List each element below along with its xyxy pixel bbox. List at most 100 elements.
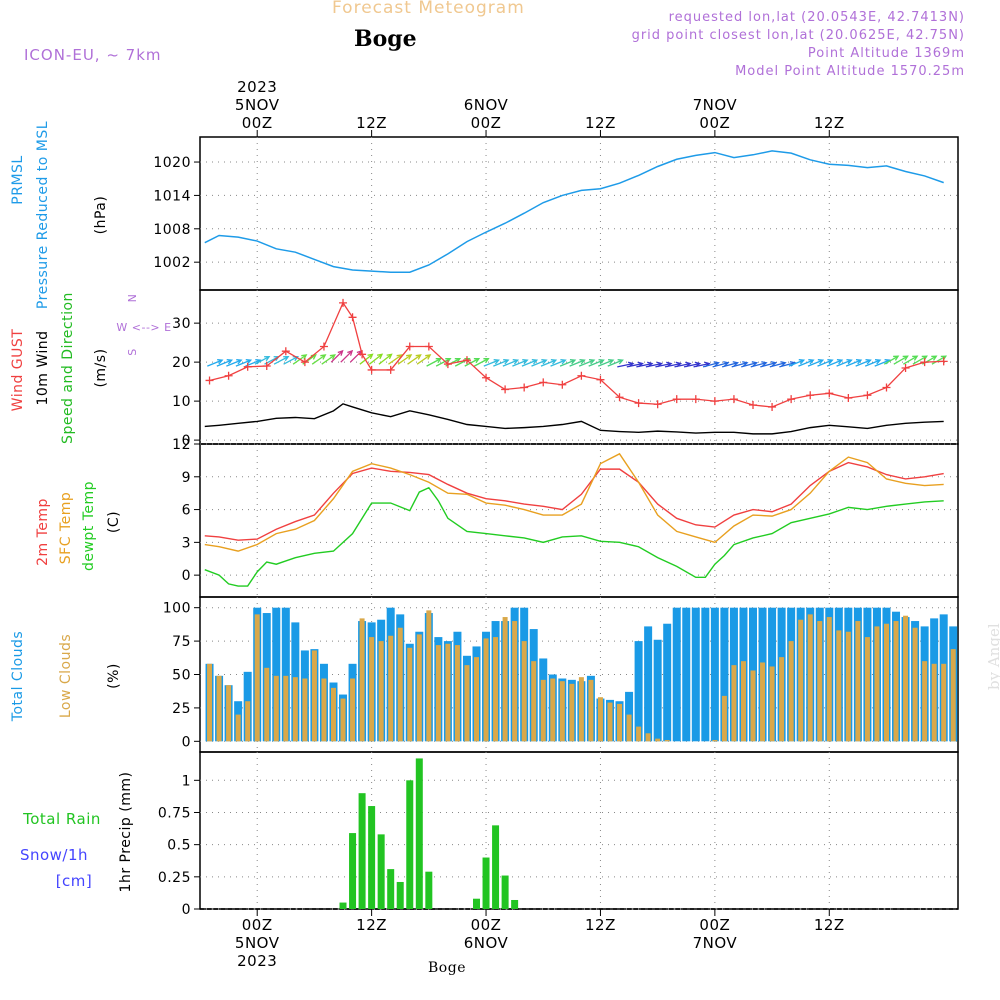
- low-cloud-bar: [941, 663, 947, 742]
- model-point-altitude: Model Point Altitude 1570.25m: [735, 64, 965, 79]
- low-cloud-bar: [903, 615, 909, 742]
- wind-direction-arrow: [683, 362, 700, 368]
- ytick-label-clouds: 50: [172, 668, 191, 684]
- wind-direction-arrow: [864, 359, 881, 367]
- low-cloud-bar: [226, 685, 232, 742]
- wind-direction-arrow: [531, 359, 547, 367]
- low-cloud-bar: [416, 634, 422, 742]
- gust-marker: [729, 395, 738, 404]
- wind-direction-arrowhead: [569, 359, 577, 365]
- wind-direction-arrow: [769, 362, 786, 368]
- low-cloud-bar: [350, 678, 356, 742]
- gust-marker: [558, 380, 567, 389]
- top-date-label: 5NOV: [235, 96, 280, 114]
- wind-direction-arrow: [798, 359, 814, 367]
- wind-direction-arrow: [540, 359, 557, 367]
- wind-direction-arrowhead: [264, 355, 271, 362]
- gust-marker: [672, 395, 681, 404]
- wind-direction-arrow: [512, 359, 528, 367]
- gust-marker: [539, 378, 548, 387]
- rain-bar: [406, 780, 414, 909]
- wind-direction-arrowhead: [493, 359, 500, 365]
- ytick-label-temperature: 12: [172, 437, 191, 453]
- low-cloud-bar: [893, 621, 899, 742]
- ytick-label-clouds: 100: [163, 601, 191, 617]
- wind-direction-arrowhead: [531, 359, 539, 365]
- total-cloud-bar: [644, 626, 653, 742]
- panel-frame-wind: [199, 289, 959, 445]
- wind-direction-arrowhead: [473, 357, 481, 364]
- gust-marker: [844, 393, 853, 402]
- pressure-line: [204, 150, 944, 273]
- wind-direction-arrow: [883, 355, 899, 365]
- wind-direction-arrow: [779, 362, 796, 368]
- low-cloud-bar: [721, 695, 727, 742]
- rain-bar: [358, 793, 366, 909]
- wind-direction-arrow: [407, 354, 422, 365]
- rain-bar: [368, 806, 376, 909]
- bottom-time-label: 00Z: [471, 916, 502, 934]
- gust-marker: [224, 371, 233, 380]
- low-cloud-bar: [845, 631, 851, 742]
- total-cloud-bar: [672, 607, 681, 742]
- wind-direction-arrowhead: [579, 359, 586, 365]
- sfc-temp-line: [204, 452, 944, 552]
- low-cloud-bar: [502, 617, 508, 742]
- gust-marker: [939, 357, 948, 366]
- wind-direction-arrowhead: [855, 359, 863, 365]
- ytick-label-precip: 1: [182, 773, 191, 789]
- gust-marker: [300, 358, 309, 367]
- ytick-label-clouds: 75: [172, 634, 191, 650]
- low-cloud-bar: [922, 661, 928, 742]
- low-cloud-bar: [760, 662, 766, 742]
- ytick-label-pressure: 1008: [153, 222, 191, 238]
- location-title: Boge: [354, 26, 417, 52]
- wind-direction-arrow: [712, 362, 729, 368]
- low-cloud-bar: [855, 621, 861, 742]
- wind-direction-arrowhead: [588, 359, 596, 365]
- dewpoint-line: [204, 486, 944, 587]
- rain-bar: [425, 871, 433, 909]
- wind-direction-arrowhead: [808, 359, 815, 365]
- low-cloud-bar: [817, 621, 823, 742]
- wind-direction-arrowhead: [522, 359, 529, 365]
- low-cloud-bar: [578, 677, 584, 742]
- snow-unit-label: [cm]: [56, 872, 93, 890]
- wind-direction-arrowhead: [406, 354, 413, 360]
- low-cloud-bar: [588, 679, 594, 742]
- wind-direction-arrow: [559, 359, 576, 367]
- rain-bar: [415, 758, 423, 909]
- wind-direction-arrowhead: [742, 361, 749, 367]
- top-date-label: 7NOV: [693, 96, 738, 114]
- bottom-date-label: 5NOV: [235, 934, 280, 952]
- top-time-label: 12Z: [356, 114, 387, 132]
- wind-direction-arrowhead: [912, 355, 919, 361]
- wind-direction-arrowhead: [541, 359, 548, 365]
- wind-direction-arrowhead: [337, 349, 344, 356]
- wind-direction-arrow: [226, 359, 242, 367]
- low-cloud-bar: [798, 619, 804, 742]
- gust-marker: [424, 342, 433, 351]
- low-cloud-bar: [655, 738, 661, 742]
- low-cloud-bar: [302, 678, 308, 742]
- wind-ylabel-direction: Speed and Direction: [60, 292, 76, 444]
- low-cloud-bar: [359, 618, 365, 742]
- wind-direction-arrowhead: [827, 359, 834, 365]
- rain-bar: [387, 869, 395, 909]
- wind-direction-arrow: [578, 359, 595, 367]
- wind-speed-line: [204, 403, 944, 435]
- wind-direction-arrow: [340, 350, 353, 363]
- top-time-label: 00Z: [699, 114, 730, 132]
- gust-marker: [501, 385, 510, 394]
- low-cloud-bar: [883, 623, 889, 742]
- wind-direction-arrow: [617, 362, 634, 368]
- gust-marker: [863, 391, 872, 400]
- low-cloud-bar: [388, 635, 394, 742]
- wind-direction-arrow: [483, 359, 499, 367]
- wind-direction-arrow: [912, 355, 928, 365]
- bottom-caption: Boge: [428, 960, 466, 976]
- ytick-label-clouds: 25: [172, 701, 191, 717]
- low-cloud-bar: [264, 667, 270, 742]
- ytick-label-clouds: 0: [182, 734, 191, 750]
- wind-direction-arrow: [435, 358, 451, 367]
